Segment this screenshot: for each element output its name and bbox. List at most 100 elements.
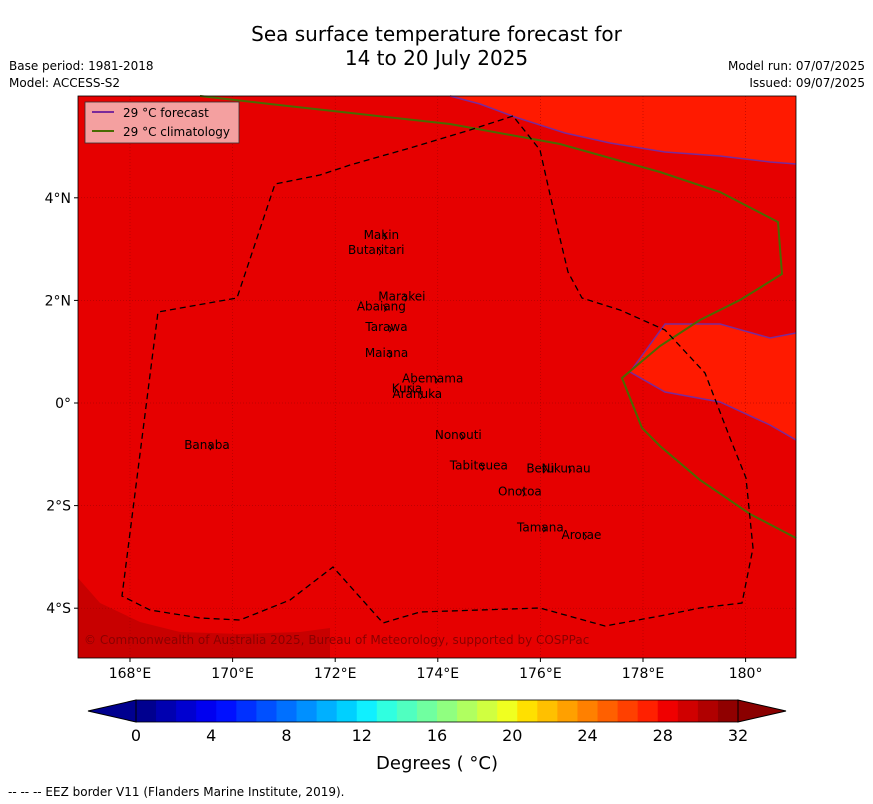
- colorbar-tick-label: 8: [281, 726, 291, 745]
- lon-tick-label: 174°E: [417, 666, 460, 682]
- colorbar-tick-label: 24: [577, 726, 597, 745]
- eez-border: [121, 115, 754, 627]
- title-line-2: 14 to 20 July 2025: [344, 46, 529, 70]
- island-label: Makin: [364, 228, 400, 242]
- lat-tick-label: 4°S: [46, 601, 71, 617]
- map-legend: 29 °C forecast 29 °C climatology: [84, 101, 240, 144]
- base-period: Base period: 1981-2018: [9, 59, 154, 73]
- colorbar-cell: [196, 700, 217, 722]
- island-outline: [480, 463, 485, 471]
- island-outline: [382, 304, 387, 312]
- map-title: Sea surface temperature forecast for 14 …: [0, 22, 873, 70]
- lon-tick-label: 176°E: [519, 666, 562, 682]
- colorbar-tick-label: 32: [728, 726, 748, 745]
- colorbar-under-arrow: [87, 699, 137, 723]
- island-label: Tarawa: [364, 320, 407, 334]
- colorbar-cell: [416, 700, 438, 722]
- colorbar-cell: [677, 700, 699, 722]
- island-outline: [583, 532, 588, 541]
- colorbar-title: Degrees ( °C): [376, 753, 498, 774]
- colorbar-tick-label: 28: [653, 726, 673, 745]
- copyright-notice: © Commonwealth of Australia 2025, Bureau…: [84, 633, 589, 647]
- lon-tick-label: 172°E: [314, 666, 357, 682]
- colorbar-cell: [717, 700, 739, 722]
- colorbar-cell: [437, 700, 458, 722]
- colorbar-cell: [136, 700, 157, 722]
- island-label: Arorae: [561, 528, 601, 542]
- legend-forecast-label: 29 °C forecast: [123, 106, 209, 120]
- island-outline: [408, 386, 413, 395]
- colorbar-cell: [296, 700, 318, 722]
- colorbar-cell: [156, 700, 177, 722]
- colorbar-cell: [216, 700, 237, 722]
- island-outline: [382, 232, 387, 241]
- meta-right: Model run: 07/07/2025 Issued: 09/07/2025: [728, 58, 865, 92]
- colorbar-cell: [356, 700, 378, 722]
- island-label: Onotoa: [498, 484, 542, 498]
- island-outline: [377, 247, 382, 256]
- island-outline: [208, 442, 213, 451]
- colorbar-cell: [176, 700, 197, 722]
- lon-tick-label: 178°E: [622, 666, 665, 682]
- colorbar-tick-label: 0: [131, 726, 141, 745]
- colorbar-cell: [256, 700, 277, 722]
- model-name: Model: ACCESS-S2: [9, 76, 121, 90]
- island-outline: [459, 432, 464, 441]
- colorbar-cells: [135, 699, 739, 723]
- colorbar-cell: [637, 700, 659, 722]
- latitude-axis: 4°N 2°N 0° 2°S 4°S: [45, 191, 78, 617]
- island-outline: [388, 350, 393, 359]
- island-outline: [542, 524, 547, 533]
- colorbar-cell: [497, 700, 518, 722]
- island-outline: [418, 391, 423, 400]
- sst-cooler-region-sw: [78, 578, 330, 658]
- lon-tick-label: 168°E: [109, 666, 152, 682]
- island-label: Banaba: [184, 438, 230, 452]
- lat-tick-label: 2°S: [46, 499, 71, 515]
- eez-footnote: -- -- -- EEZ border V11 (Flanders Marine…: [8, 785, 345, 799]
- colorbar-cell: [236, 700, 257, 722]
- island-label: Maiana: [365, 346, 408, 360]
- colorbar-over-arrow: [737, 699, 787, 723]
- island-label: Aranuka: [392, 387, 442, 401]
- lat-tick-label: 4°N: [45, 191, 71, 207]
- island-outline: [542, 465, 547, 474]
- forecast-29c-contour-ne: [449, 95, 797, 165]
- colorbar-cell: [477, 700, 498, 722]
- lat-tick-label: 0°: [55, 396, 71, 412]
- island-label: Abaiang: [357, 300, 406, 314]
- island-outline: [403, 294, 408, 302]
- colorbar-tick-label: 20: [502, 726, 522, 745]
- colorbar-cell: [376, 700, 398, 722]
- legend-climatology-label: 29 °C climatology: [123, 125, 230, 139]
- colorbar-cell: [316, 700, 338, 722]
- sst-warmer-region-e: [630, 324, 796, 440]
- colorbar-cell: [276, 700, 298, 722]
- colorbar: 0 4 8 12 16 20 24 28 32 Degrees ( °C): [87, 699, 787, 774]
- title-line-1: Sea surface temperature forecast for: [251, 22, 622, 46]
- lon-tick-label: 180°: [729, 666, 763, 682]
- colorbar-cell: [697, 700, 719, 722]
- island-label: Nonouti: [435, 428, 482, 442]
- island-label: Abemama: [402, 371, 463, 385]
- island-outline: [567, 465, 572, 474]
- island-outline: [521, 489, 526, 497]
- island-label: Marakei: [378, 289, 425, 303]
- lat-tick-label: 2°N: [45, 293, 71, 309]
- map-gridlines: [78, 96, 796, 658]
- model-run: Model run: 07/07/2025: [727, 59, 865, 73]
- island-label: Butaritari: [348, 243, 405, 257]
- island-label: Tamana: [516, 520, 564, 534]
- colorbar-tick-label: 12: [352, 726, 372, 745]
- map-frame: [77, 95, 797, 659]
- island-outline: [434, 376, 439, 384]
- colorbar-cell: [336, 700, 358, 722]
- colorbar-cell: [657, 700, 679, 722]
- colorbar-tick-label: 16: [427, 726, 447, 745]
- colorbar-ticks: 0 4 8 12 16 20 24 28 32: [131, 726, 748, 745]
- colorbar-cell: [537, 700, 558, 722]
- issued-date: Issued: 09/07/2025: [749, 76, 865, 90]
